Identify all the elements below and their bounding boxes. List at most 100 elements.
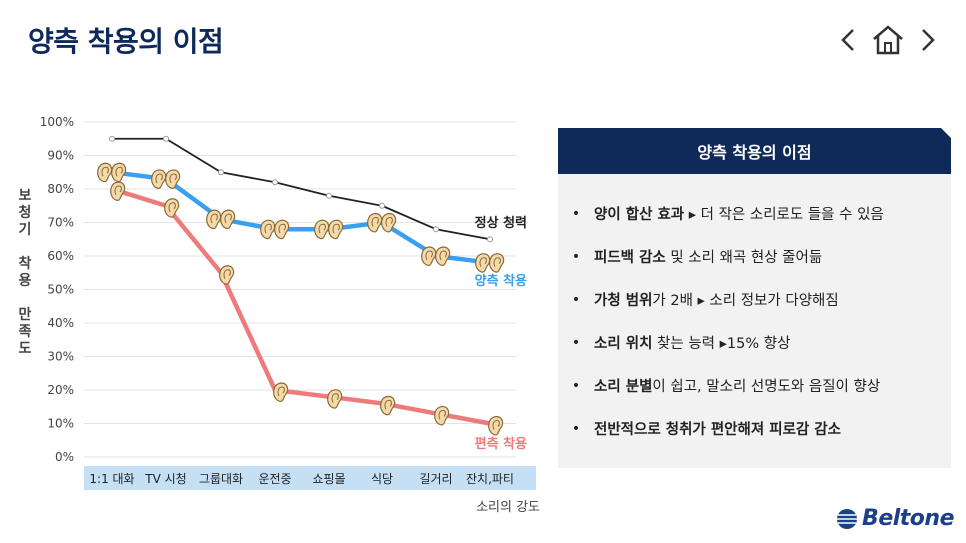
brand-logo: Beltone <box>836 506 954 531</box>
y-tick-label: 90% <box>47 149 74 163</box>
y-tick-label: 70% <box>47 216 74 230</box>
globe-logo-icon <box>837 508 858 529</box>
bullet-icon: • <box>571 377 581 394</box>
y-tick-label: 100% <box>40 115 74 129</box>
y-tick-label: 60% <box>47 249 74 263</box>
ear-icon <box>327 389 343 409</box>
series-line <box>112 137 491 241</box>
benefit-highlight: 전반적으로 청취가 편안해져 피로감 감소 <box>594 422 841 438</box>
ear-icon <box>435 246 451 266</box>
benefit-list: • 양이 합산 효과 ▸ 더 작은 소리로도 들을 수 있음 • 피드백 감소 및 소… <box>558 174 951 450</box>
slide-navigation <box>834 22 942 58</box>
ear-icon <box>421 246 437 266</box>
data-point <box>487 236 493 243</box>
x-tick-label: 운전중 <box>258 472 291 486</box>
data-point <box>379 202 385 209</box>
benefit-highlight: 양이 합산 효과 <box>594 207 685 223</box>
ear-icon <box>206 209 222 230</box>
benefit-text: 피드백 감소 및 소리 왜곡 현상 줄어듦 <box>594 246 822 267</box>
benefit-text: 양이 합산 효과 ▸ 더 작은 소리로도 들을 수 있음 <box>594 203 884 224</box>
ear-icon <box>111 162 127 183</box>
benefit-text: 가청 범위가 2배 ▸ 소리 정보가 다양해짐 <box>594 289 839 310</box>
benefit-detail: 이 쉽고, 말소리 선명도와 음질이 향상 <box>652 379 881 395</box>
y-axis-title-char: 보 <box>18 188 32 204</box>
benefit-detail: 및 소리 왜곡 현상 줄어듦 <box>665 250 823 266</box>
x-axis-band <box>84 466 536 490</box>
bullet-icon: • <box>571 205 581 222</box>
y-tick-label: 50% <box>47 283 74 297</box>
ear-icon <box>475 253 491 273</box>
data-point <box>109 135 115 142</box>
y-axis-title-char: 청 <box>18 205 32 221</box>
ear-icon <box>314 219 330 240</box>
ear-icon <box>164 198 180 218</box>
bullet-icon: • <box>571 291 581 308</box>
series-label: 편측 착용 <box>475 436 527 452</box>
x-tick-label: 쇼핑몰 <box>312 472 345 486</box>
series-line <box>111 186 491 426</box>
benefit-highlight: 소리 위치 <box>594 336 653 352</box>
benefit-highlight: 가청 범위 <box>594 293 653 309</box>
data-point <box>433 226 439 233</box>
series-label: 양측 착용 <box>475 273 527 289</box>
page-title: 양측 착용의 이점 <box>28 25 224 58</box>
bullet-icon: • <box>571 334 581 351</box>
data-point <box>163 135 169 142</box>
chevron-left-icon <box>841 29 854 51</box>
x-tick-label: TV 시청 <box>144 472 186 486</box>
ear-icon <box>97 162 113 183</box>
ear-icon <box>165 169 181 189</box>
y-tick-label: 30% <box>47 350 74 364</box>
benefit-item: • 전반적으로 청취가 편안해져 피로감 감소 <box>558 407 951 450</box>
chevron-right-icon <box>922 29 935 51</box>
ear-icon <box>151 169 167 189</box>
ear-icon <box>381 212 397 233</box>
y-tick-label: 10% <box>47 417 74 431</box>
benefit-text: 전반적으로 청취가 편안해져 피로감 감소 <box>594 418 841 439</box>
ear-icon <box>273 382 289 402</box>
series-label: 정상 청력 <box>475 215 527 231</box>
previous-button[interactable] <box>834 22 862 58</box>
y-axis-title-char: 용 <box>18 273 32 289</box>
bullet-icon: • <box>571 420 581 437</box>
benefit-item: • 가청 범위가 2배 ▸ 소리 정보가 다양해짐 <box>558 278 951 321</box>
x-axis-title: 소리의 강도 <box>476 500 540 515</box>
y-axis-title-char: 족 <box>18 324 32 340</box>
y-tick-label: 20% <box>47 383 74 397</box>
bullet-icon: • <box>571 248 581 265</box>
x-tick-label: 1:1 대화 <box>89 472 134 486</box>
next-button[interactable] <box>914 22 942 58</box>
benefit-item: • 소리 위치 찾는 능력 ▸15% 향상 <box>558 321 951 364</box>
x-tick-label: 식당 <box>371 472 393 486</box>
ear-icon <box>274 219 290 240</box>
benefit-detail: 가 2배 ▸ 소리 정보가 다양해짐 <box>652 293 839 309</box>
panel-header: 양측 착용의 이점 <box>558 128 951 174</box>
y-tick-label: 0% <box>55 450 74 464</box>
ear-icon <box>489 253 505 273</box>
benefit-text: 소리 위치 찾는 능력 ▸15% 향상 <box>594 332 790 353</box>
ear-icon <box>367 212 383 233</box>
ear-icon <box>380 395 396 416</box>
benefit-item: • 양이 합산 효과 ▸ 더 작은 소리로도 들을 수 있음 <box>558 192 951 235</box>
y-axis-title-char: 만 <box>18 307 32 323</box>
benefit-detail: 찾는 능력 ▸15% 향상 <box>652 336 791 352</box>
data-point <box>326 192 332 199</box>
y-axis-title-char: 도 <box>18 341 32 357</box>
benefit-item: • 피드백 감소 및 소리 왜곡 현상 줄어듦 <box>558 235 951 278</box>
benefit-highlight: 소리 분별 <box>594 379 653 395</box>
ear-icon <box>219 265 235 285</box>
ear-icon <box>328 219 344 240</box>
y-axis-title-char: 기 <box>18 222 32 238</box>
logo-text: Beltone <box>862 506 954 531</box>
ear-icon <box>220 209 236 230</box>
ear-icon <box>488 415 504 436</box>
x-tick-label: 잔치,파티 <box>466 472 514 486</box>
ear-icon <box>260 219 276 240</box>
data-point <box>218 169 224 176</box>
home-icon <box>873 25 903 55</box>
ear-icon <box>110 181 126 201</box>
home-button[interactable] <box>870 22 906 58</box>
benefit-detail: ▸ 더 작은 소리로도 들을 수 있음 <box>684 207 884 223</box>
satisfaction-line-chart: 0% 10% 20% 30% 40% 50% 60% 70% 80% 90% 100% 1:1 대화 T… <box>40 115 540 515</box>
